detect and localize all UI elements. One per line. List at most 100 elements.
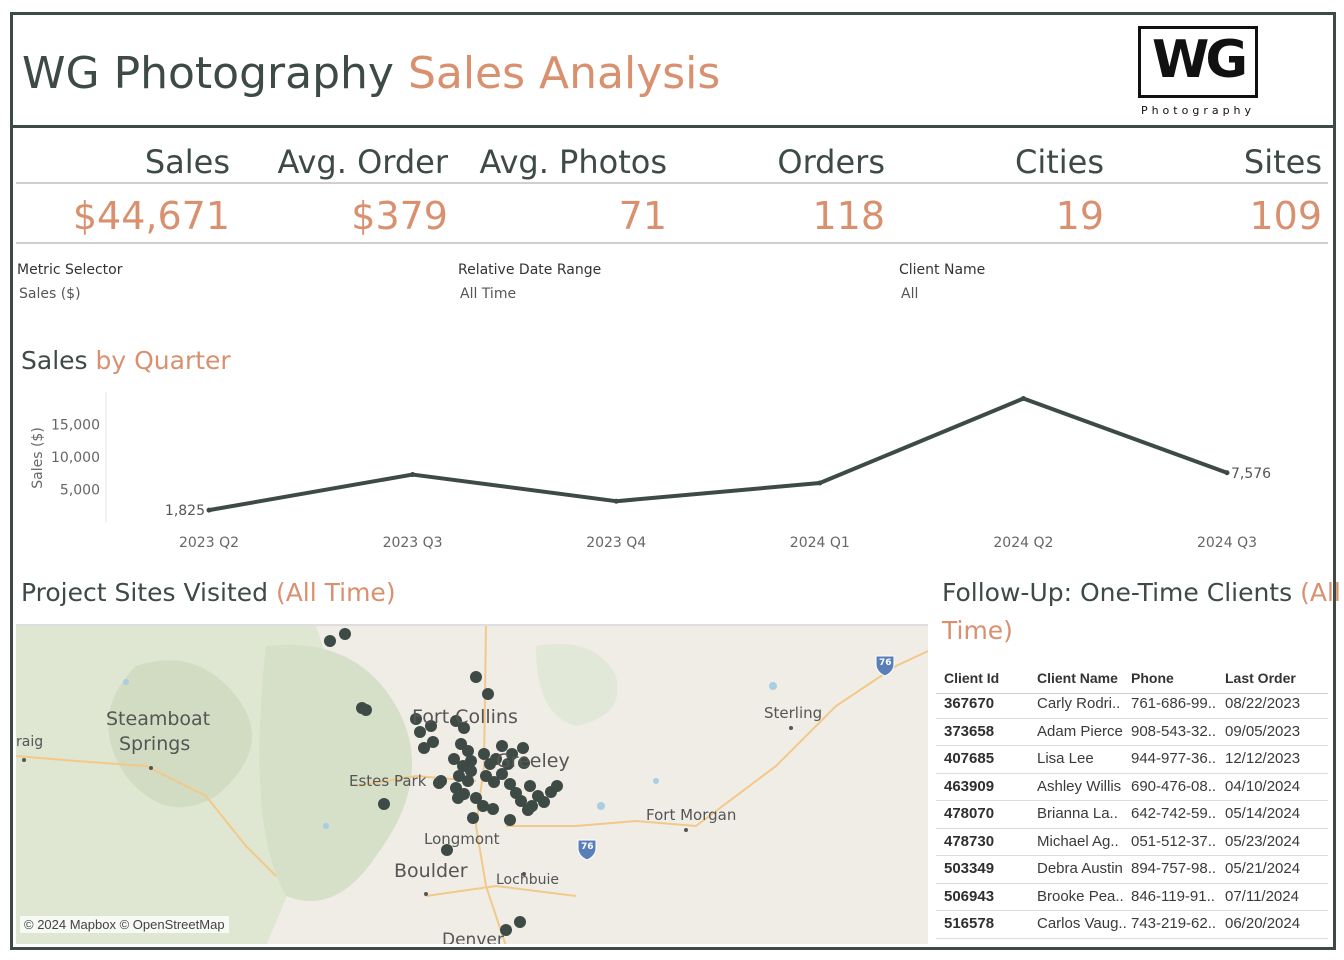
site-point[interactable] <box>524 780 536 792</box>
map-label-estes-park: Estes Park <box>349 772 427 790</box>
column-header-last-order[interactable]: Last Order <box>1225 670 1296 686</box>
site-point[interactable] <box>487 803 499 815</box>
map-attribution[interactable]: © 2024 Mapbox © OpenStreetMap <box>20 916 229 933</box>
site-point[interactable] <box>502 758 514 770</box>
kpi-divider-top <box>16 182 1328 184</box>
lake <box>323 823 329 829</box>
table-row[interactable]: 367670 Carly Rodri.. 761-686-99.. 08/22/202… <box>936 691 1328 719</box>
logo-mark: WG <box>1151 30 1248 90</box>
site-point[interactable] <box>477 800 489 812</box>
filter-date-select[interactable]: All Time <box>460 286 517 302</box>
cell-client-name: Carly Rodri.. <box>1037 695 1121 712</box>
site-point[interactable] <box>453 770 465 782</box>
table-row[interactable]: 506943 Brooke Pea.. 846-119-91.. 07/11/2024 <box>936 884 1328 911</box>
site-point[interactable] <box>514 916 526 928</box>
site-point[interactable] <box>324 635 336 647</box>
site-point[interactable] <box>452 792 464 804</box>
site-point[interactable] <box>515 795 527 807</box>
data-point[interactable] <box>410 472 416 478</box>
y-tick-label: 15,000 <box>51 418 100 434</box>
map-label-greeley: Greeley <box>496 750 570 772</box>
x-tick-label: 2024 Q3 <box>1197 535 1257 551</box>
site-point[interactable] <box>504 814 516 826</box>
site-point[interactable] <box>465 755 477 767</box>
data-point[interactable] <box>1224 470 1230 476</box>
sales-series-line <box>208 396 1228 513</box>
cell-client-name: Michael Ag.. <box>1037 832 1119 850</box>
site-point[interactable] <box>538 796 550 808</box>
site-point[interactable] <box>500 924 512 936</box>
site-point[interactable] <box>470 792 482 804</box>
column-header-client-name[interactable]: Client Name <box>1037 670 1118 686</box>
table-row[interactable]: 373658 Adam Pierce 908-543-32.. 09/05/2023 <box>936 719 1328 746</box>
cell-phone: 642-742-59.. <box>1131 805 1217 822</box>
site-point[interactable] <box>467 812 479 824</box>
kpi-avg-order-value: $379 <box>351 194 448 238</box>
table-row[interactable]: 407685 Lisa Lee 944-977-36.. 12/12/2023 <box>936 746 1328 774</box>
kpi-avg-photos-label: Avg. Photos <box>479 143 667 181</box>
column-header-phone[interactable]: Phone <box>1131 670 1174 686</box>
map-label-i76-west: 76 <box>581 842 594 852</box>
site-point[interactable] <box>425 720 437 732</box>
data-point[interactable] <box>206 507 212 513</box>
site-point[interactable] <box>441 844 453 856</box>
kpi-sales-value: $44,671 <box>72 194 230 238</box>
cell-client-id: 503349 <box>944 860 995 877</box>
site-point[interactable] <box>496 740 508 752</box>
site-point[interactable] <box>478 748 490 760</box>
column-header-client-id[interactable]: Client Id <box>944 670 1000 686</box>
site-point[interactable] <box>490 753 502 765</box>
map-label-steamboat: Steamboat <box>106 708 211 730</box>
map-label-sterling: Sterling <box>764 704 823 722</box>
table-row[interactable]: 503349 Debra Austin 894-757-98.. 05/21/2024 <box>936 856 1328 884</box>
city-marker <box>22 758 26 762</box>
map-title-main: Project Sites Visited <box>21 578 268 607</box>
cell-last-order: 08/22/2023 <box>1225 695 1301 712</box>
table-row[interactable]: 478070 Brianna La.. 642-742-59.. 05/14/2024 <box>936 801 1328 829</box>
data-point[interactable] <box>1020 396 1026 401</box>
site-point[interactable] <box>414 726 426 738</box>
site-point[interactable] <box>435 775 447 787</box>
sites-map[interactable]: Steamboat Springs raig Estes Park Fort C… <box>16 624 928 944</box>
cell-client-id: 478070 <box>944 805 995 822</box>
table-row[interactable]: 516578 Carlos Vaug.. 743-219-62.. 06/20/202… <box>936 911 1328 939</box>
filter-metric-select[interactable]: Sales ($) <box>19 286 81 302</box>
site-point[interactable] <box>465 765 477 777</box>
cell-client-id: 506943 <box>944 887 995 905</box>
site-point[interactable] <box>418 742 430 754</box>
site-point[interactable] <box>482 688 494 700</box>
site-point[interactable] <box>462 775 474 787</box>
site-point[interactable] <box>506 748 518 760</box>
site-point[interactable] <box>518 757 530 769</box>
table-row[interactable]: 463909 Ashley Willis 690-476-08.. 04/10/202… <box>936 774 1328 801</box>
data-point[interactable] <box>817 480 823 486</box>
site-point[interactable] <box>427 736 439 748</box>
filter-client-select[interactable]: All <box>901 286 919 302</box>
site-point[interactable] <box>522 804 534 816</box>
cell-phone: 894-757-98.. <box>1131 860 1217 877</box>
site-point[interactable] <box>450 715 462 727</box>
cell-last-order: 06/20/2024 <box>1225 915 1301 932</box>
site-point[interactable] <box>496 768 508 780</box>
city-marker <box>522 872 526 876</box>
data-point[interactable] <box>613 498 619 504</box>
site-point[interactable] <box>448 753 460 765</box>
site-point[interactable] <box>517 742 529 754</box>
site-point[interactable] <box>462 745 474 757</box>
site-point[interactable] <box>504 778 516 790</box>
site-point[interactable] <box>488 776 500 788</box>
site-point[interactable] <box>551 780 563 792</box>
header-bar <box>10 12 1336 128</box>
road-us40 <box>16 755 277 877</box>
site-point[interactable] <box>378 798 390 810</box>
filter-client-label: Client Name <box>899 262 986 278</box>
cell-phone: 846-119-91.. <box>1131 887 1215 905</box>
site-point[interactable] <box>470 671 482 683</box>
site-point[interactable] <box>339 628 351 640</box>
site-point[interactable] <box>360 704 372 716</box>
kpi-sales-label: Sales <box>144 143 230 181</box>
site-point[interactable] <box>410 713 422 725</box>
table-row[interactable]: 478730 Michael Ag.. 051-512-37.. 05/23/2024 <box>936 829 1328 856</box>
site-point[interactable] <box>458 722 470 734</box>
logo-subtitle: Photography <box>1140 104 1256 117</box>
